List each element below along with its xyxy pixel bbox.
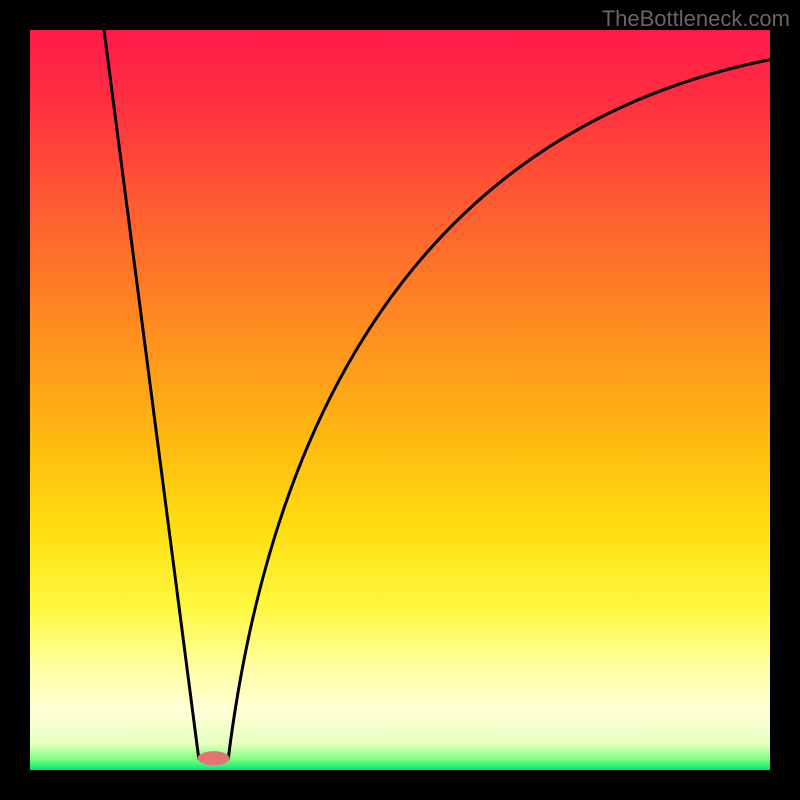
bottleneck-chart-svg	[0, 0, 800, 800]
sweet-spot-marker	[198, 751, 230, 765]
watermark-text: TheBottleneck.com	[602, 6, 790, 32]
chart-container: TheBottleneck.com	[0, 0, 800, 800]
